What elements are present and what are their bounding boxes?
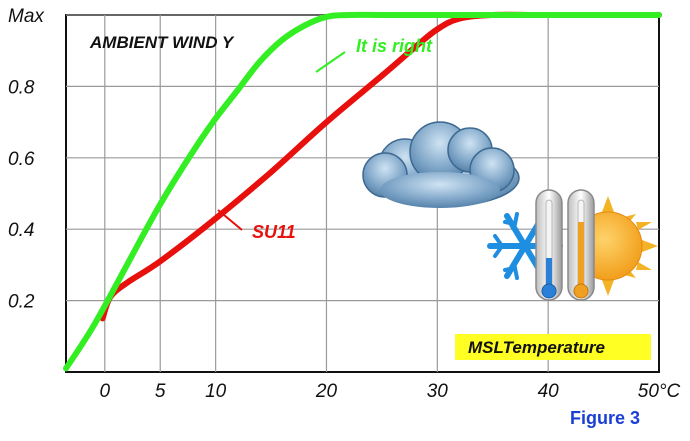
x-tick-label: 50°C [638,381,681,402]
x-tick-label: 40 [538,381,560,402]
green-series-label: It is right [356,36,433,56]
temperature-badge [455,334,651,360]
x-tick-label: 30 [427,381,449,402]
chart-title: AMBIENT WIND Y [89,33,235,52]
thermometer-hot-icon [567,189,595,301]
x-tick-label: 0 [100,381,111,402]
figure-caption: Figure 3 [570,408,640,428]
thermometer-cold-icon [535,189,563,301]
x-axis: 0 5 10 20 30 40 50°C [100,381,681,402]
y-tick-label: Max [8,6,45,27]
x-tick-label: 5 [155,381,166,402]
red-series-leader [217,209,243,231]
y-tick-label: 0.2 [8,292,35,313]
y-tick-label: 0.8 [8,77,35,98]
temperature-badge-text: MSLTemperature [468,338,605,357]
series-layer [63,11,662,372]
green-series-leader [315,51,346,73]
red-series-label: SU11 [252,222,296,242]
cloud-icon [362,121,520,208]
x-tick-label: 10 [205,381,227,402]
y-axis: 0.2 0.4 0.6 0.8 Max [8,6,45,313]
x-tick-label: 20 [315,381,338,402]
y-tick-label: 0.6 [8,149,35,170]
plot-area [65,14,660,373]
y-tick-label: 0.4 [8,220,34,241]
series-line-it-is-right [63,11,662,372]
